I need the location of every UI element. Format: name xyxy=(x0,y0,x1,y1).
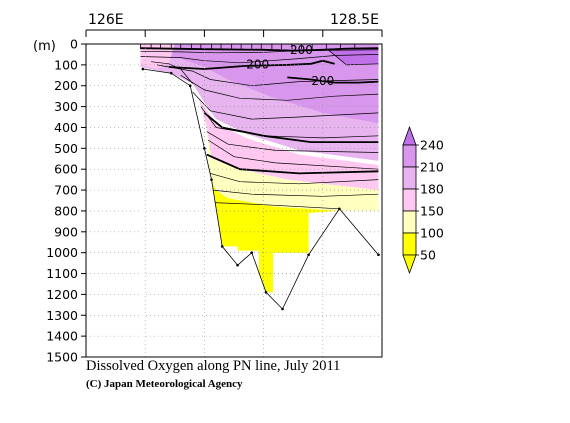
y-tick-label: 100 xyxy=(54,57,78,72)
oxygen-band xyxy=(211,179,340,293)
contour-labels: 200 200 200 xyxy=(246,43,334,88)
seafloor-point xyxy=(281,307,284,311)
y-tick-label: 800 xyxy=(54,203,78,218)
seafloor-point xyxy=(264,291,268,294)
seafloor-point xyxy=(377,253,380,257)
y-tick-label: 1000 xyxy=(46,245,78,260)
colorbar-label: 210 xyxy=(420,160,444,175)
contour-lines xyxy=(140,47,379,210)
colorbar-segment xyxy=(402,144,417,168)
contour-line-bold xyxy=(140,47,379,52)
top-axis-label-right: 128.5E xyxy=(330,12,379,28)
y-tick-label: 200 xyxy=(54,78,78,93)
colorbar-legend: 240 210 180 150 100 50 xyxy=(402,125,444,275)
chart-credit: (C) Japan Meteorological Agency xyxy=(86,378,243,390)
y-tick-label: 300 xyxy=(54,99,78,114)
colorbar-max-triangle xyxy=(402,125,417,146)
y-axis: (m) 0 100 200 300 400 500 600 700 800 900 1000 1100… xyxy=(33,37,86,365)
contour-line xyxy=(151,61,193,84)
seafloor-point xyxy=(307,253,310,257)
contour-line xyxy=(156,64,379,87)
y-tick-label: 500 xyxy=(54,141,78,156)
colorbar-label: 150 xyxy=(420,204,444,219)
colorbar-segment xyxy=(402,232,417,256)
colorbar-label: 240 xyxy=(420,138,444,153)
chart-title: Dissolved Oxygen along PN line, July 201… xyxy=(86,358,340,374)
contour-line xyxy=(206,131,379,153)
oxygen-band xyxy=(328,48,379,65)
contour-label: 200 xyxy=(311,74,334,88)
colorbar-min-triangle xyxy=(402,254,417,275)
seafloor-point xyxy=(169,71,173,75)
y-tick-label: 900 xyxy=(54,224,78,239)
y-tick-label: 1500 xyxy=(46,350,78,365)
contour-line xyxy=(207,139,379,170)
oxygen-band xyxy=(206,127,379,211)
top-axis: 126E 128.5E xyxy=(85,12,383,37)
y-tick-label: 1300 xyxy=(46,308,78,323)
seafloor-mask xyxy=(142,69,379,357)
seafloor-point xyxy=(250,251,254,254)
oxygen-band xyxy=(140,44,175,69)
contour-line-bold xyxy=(206,153,379,175)
seafloor-point xyxy=(141,67,145,71)
plot-area: 200 200 200 xyxy=(85,43,383,358)
seafloor-point xyxy=(338,207,341,211)
y-tick-label: 700 xyxy=(54,183,78,198)
contour-line-bold xyxy=(287,76,379,84)
y-tick-label: 1100 xyxy=(46,266,78,281)
y-tick-label: 600 xyxy=(54,162,78,177)
plot-frame xyxy=(85,43,383,358)
colorbar-segment xyxy=(402,166,417,190)
contour-line xyxy=(212,189,379,197)
top-axis-label-left: 126E xyxy=(88,12,124,28)
sea-floor-profile xyxy=(86,44,382,357)
contour-label: 200 xyxy=(290,43,313,57)
colorbar-label: 100 xyxy=(420,226,444,241)
oxygen-band xyxy=(190,85,379,191)
colorbar-label: 180 xyxy=(420,182,444,197)
y-tick-label: 400 xyxy=(54,120,78,135)
contour-line xyxy=(210,173,379,185)
seafloor-point xyxy=(220,245,224,248)
oxygen-fill-layer xyxy=(140,44,379,293)
seafloor-point xyxy=(236,263,239,267)
seafloor-point xyxy=(210,178,213,181)
colorbar-label: 50 xyxy=(420,248,436,263)
shelf-mask xyxy=(86,44,143,357)
y-tick-label: 0 xyxy=(70,37,78,52)
oxygen-band xyxy=(140,44,379,124)
contour-line-bold xyxy=(203,112,379,144)
y-tick-label: 1400 xyxy=(46,329,78,344)
colorbar-segment xyxy=(402,210,417,234)
colorbar-segment xyxy=(402,188,417,212)
seafloor-point xyxy=(188,84,192,88)
contour-line xyxy=(180,75,379,101)
y-tick-label: 1200 xyxy=(46,287,78,302)
top-axis-ticks xyxy=(85,30,383,37)
seafloor-point xyxy=(203,147,206,150)
y-axis-ticks: 0 100 200 300 400 500 600 700 800 900 1000 1100 1200… xyxy=(46,37,86,365)
station-ticks xyxy=(140,44,356,49)
y-axis-unit: (m) xyxy=(33,39,56,54)
contour-label: 200 xyxy=(246,57,269,71)
